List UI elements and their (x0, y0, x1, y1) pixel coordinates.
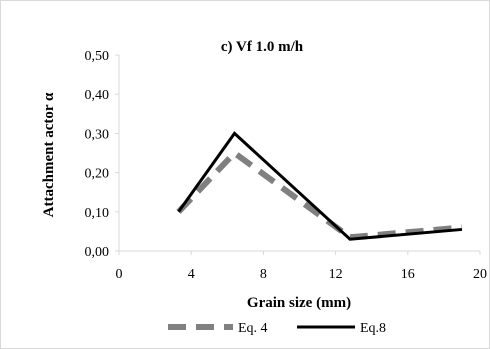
y-tick-label: 0,10 (85, 206, 110, 221)
x-axis-title: Grain size (mm) (247, 295, 351, 311)
legend: Eq. 4 Eq.8 (168, 321, 386, 336)
series-line-eq-4 (176, 149, 463, 241)
legend-label-eq-8: Eq.8 (360, 321, 386, 336)
tick-layer: 0,00 0,10 0,20 0,30 0,40 0,50 0 4 8 12 16 20 (85, 49, 488, 282)
legend-label-eq-4: Eq. 4 (238, 321, 268, 336)
x-tick-label: 0 (116, 267, 123, 282)
series-line-eq-8 (177, 131, 463, 241)
x-tick-label: 8 (260, 267, 267, 282)
x-tick-label: 20 (473, 267, 487, 282)
y-tick-label: 0,00 (85, 245, 110, 260)
series-layer (176, 131, 463, 241)
y-tick-label: 0,30 (85, 127, 110, 142)
y-axis-title: Attachment actor α (41, 92, 57, 217)
x-tick-label: 16 (401, 267, 415, 282)
x-tick-label: 4 (188, 267, 195, 282)
y-tick-label: 0,50 (85, 49, 110, 64)
y-tick-label: 0,40 (85, 88, 110, 103)
chart-title: c) Vf 1.0 m/h (221, 39, 304, 55)
x-tick-label: 12 (329, 267, 343, 282)
y-tick-label: 0,20 (85, 167, 110, 182)
